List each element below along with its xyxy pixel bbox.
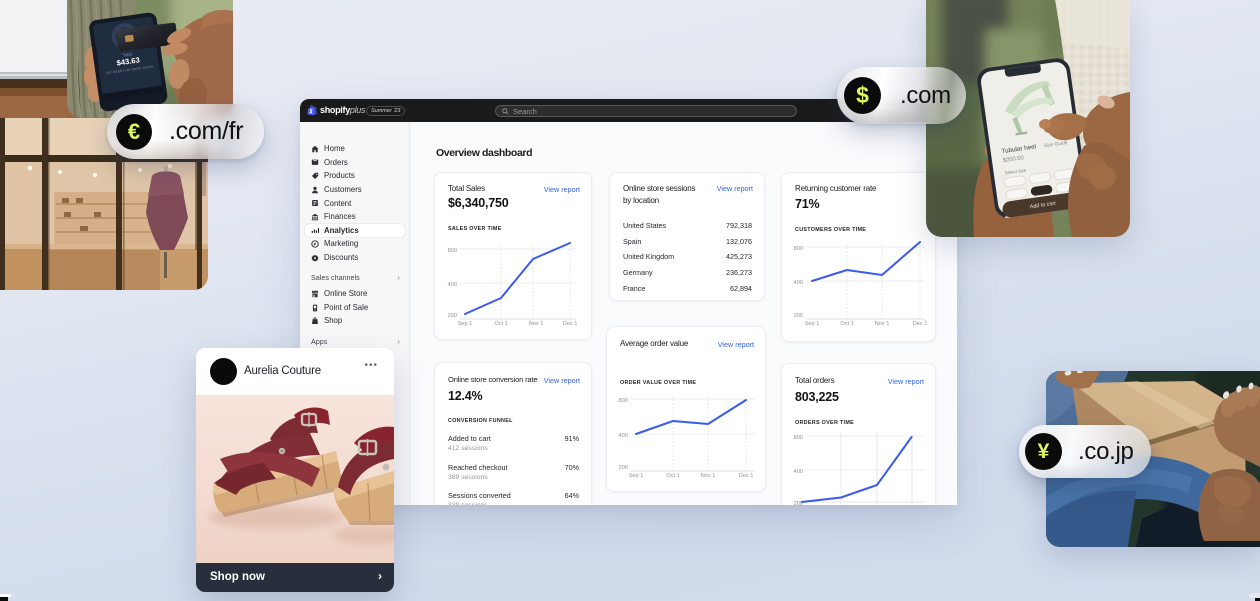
svg-text:400: 400	[794, 469, 803, 475]
svg-text:Oct 1: Oct 1	[494, 321, 507, 327]
svg-text:800: 800	[794, 246, 803, 252]
svg-text:Select size: Select size	[1004, 168, 1027, 176]
svg-text:Nov 1: Nov 1	[875, 321, 890, 327]
svg-text:Dec 1: Dec 1	[739, 473, 754, 479]
svg-text:Add to cart: Add to cart	[1029, 201, 1056, 211]
svg-text:Sep 1: Sep 1	[458, 321, 473, 327]
svg-text:200: 200	[619, 465, 628, 471]
svg-text:Dec 1: Dec 1	[563, 321, 578, 327]
svg-text:Total: Total	[123, 51, 133, 57]
svg-text:800: 800	[448, 248, 457, 254]
svg-text:TAP, INSERT, OR SWIPE TO PAY: TAP, INSERT, OR SWIPE TO PAY	[105, 64, 154, 75]
svg-text:200: 200	[794, 501, 803, 505]
svg-text:400: 400	[794, 280, 803, 286]
svg-text:400: 400	[619, 433, 628, 439]
svg-text:Oct 1: Oct 1	[840, 321, 853, 327]
svg-text:Nov 1: Nov 1	[701, 473, 716, 479]
svg-text:800: 800	[794, 435, 803, 441]
svg-text:200: 200	[448, 313, 457, 319]
svg-text:800: 800	[619, 398, 628, 404]
svg-text:200: 200	[794, 313, 803, 319]
svg-text:400: 400	[448, 282, 457, 288]
svg-text:$43.63: $43.63	[116, 55, 140, 67]
svg-text:Sep 1: Sep 1	[629, 473, 644, 479]
svg-text:Oct 1: Oct 1	[666, 473, 679, 479]
svg-text:Dec 1: Dec 1	[913, 321, 928, 327]
svg-text:Tubular heel: Tubular heel	[1001, 143, 1036, 155]
svg-text:Nov 1: Nov 1	[529, 321, 544, 327]
svg-text:Size Guide: Size Guide	[1043, 140, 1068, 149]
svg-text:Sep 1: Sep 1	[805, 321, 820, 327]
svg-text:$200.00: $200.00	[1003, 155, 1025, 164]
